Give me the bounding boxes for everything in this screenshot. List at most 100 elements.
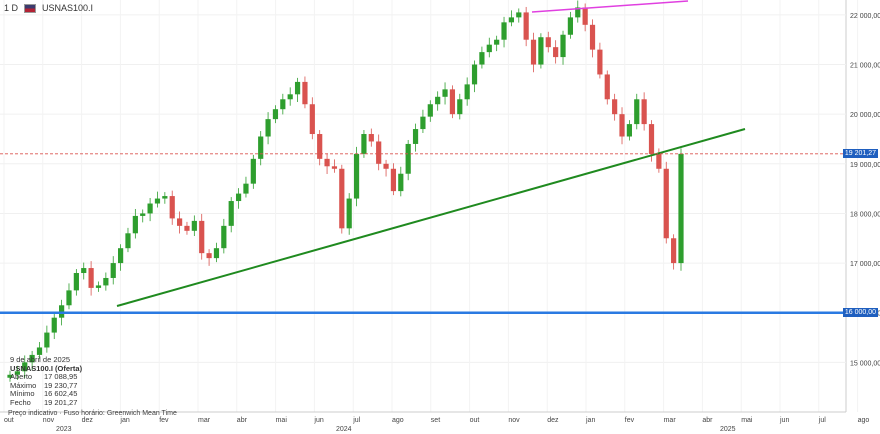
candle-body <box>656 153 662 169</box>
candle-body <box>516 12 522 18</box>
x-tick-label: dez <box>547 417 559 424</box>
candle-body <box>567 17 573 35</box>
candle-body <box>162 196 168 199</box>
candle-body <box>427 104 433 117</box>
candle-body <box>235 193 242 202</box>
candle-body <box>523 12 529 40</box>
candle-body <box>324 158 330 167</box>
y-tick-label: 18 000,00 <box>850 211 880 218</box>
candle-body <box>280 99 286 110</box>
x-tick-label: nov <box>508 417 520 424</box>
candle-body <box>95 285 102 288</box>
candle-body <box>88 268 94 288</box>
candle-body <box>176 218 183 226</box>
candle-body <box>619 114 625 137</box>
x-tick-label: fev <box>159 417 169 424</box>
candle-body <box>390 168 397 192</box>
x-year-label: 2023 <box>56 426 72 433</box>
candle-body <box>346 198 352 229</box>
x-tick-label: jan <box>585 417 595 424</box>
candle-body <box>309 104 315 135</box>
trendline-support[interactable] <box>116 128 746 307</box>
candle-body <box>22 362 28 372</box>
candle-body <box>494 39 500 45</box>
y-tick-label: 17 000,00 <box>850 261 880 268</box>
candle-body <box>604 74 610 100</box>
candle-body <box>199 220 205 254</box>
last-price-badge: 19 201,27 <box>842 149 878 159</box>
candle-body <box>125 233 131 249</box>
candle-body <box>66 290 72 306</box>
candle-body <box>405 143 411 174</box>
candle-body <box>464 84 470 100</box>
info-row-low: Mínimo 16 602,45 <box>10 389 78 399</box>
x-tick-label: mai <box>741 417 753 424</box>
candle-body <box>302 81 308 105</box>
trendline-resistance[interactable] <box>531 0 689 13</box>
candle-body <box>118 248 124 264</box>
candle-body <box>73 273 79 291</box>
candle-body <box>398 173 404 192</box>
chart-grid <box>0 0 859 412</box>
candle-body <box>663 168 669 239</box>
candle-body <box>597 49 603 75</box>
candle-body <box>671 238 677 264</box>
candle-body <box>81 268 87 274</box>
candle-body <box>110 263 116 278</box>
y-tick-label: 19 000,00 <box>850 162 880 169</box>
candle-body <box>471 64 478 85</box>
x-tick-label: jul <box>818 417 826 424</box>
candle-body <box>626 124 632 137</box>
x-tick-label: set <box>431 417 440 424</box>
x-tick-label: out <box>4 417 14 424</box>
candle-body <box>287 94 293 100</box>
info-title: USNAS100.I (Oferta) <box>10 363 83 373</box>
candle-body <box>339 168 345 229</box>
candle-body <box>553 47 559 58</box>
candle-body <box>449 89 456 115</box>
candle-body <box>501 22 507 40</box>
candle-body <box>243 183 249 194</box>
candle-body <box>442 89 448 97</box>
x-year-label: 2025 <box>720 426 736 433</box>
candle-body <box>457 99 463 115</box>
x-tick-label: out <box>470 417 480 424</box>
x-axis: out nov dez jan fev mar abr mai jun jul ago set out n… <box>0 411 870 433</box>
candle-body <box>420 116 426 130</box>
x-tick-label: ago <box>858 417 870 424</box>
timeframe-label[interactable]: 1 D <box>4 3 19 13</box>
x-tick-label: jun <box>779 417 789 424</box>
candlestick-series <box>7 0 684 382</box>
candle-body <box>132 215 138 234</box>
x-tick-label: ago <box>392 417 404 424</box>
x-tick-label: abr <box>702 417 713 424</box>
candle-body <box>678 153 684 264</box>
candle-body <box>508 17 515 23</box>
info-row-high: Máximo 19 230,77 <box>10 380 78 390</box>
candle-body <box>589 24 596 50</box>
candle-body <box>648 124 655 154</box>
candle-body <box>184 225 190 231</box>
x-tick-label: dez <box>82 417 94 424</box>
candle-body <box>560 34 566 58</box>
candle-body <box>250 158 256 184</box>
candle-body <box>412 129 419 144</box>
x-tick-label: jul <box>352 417 360 424</box>
x-tick-label: jun <box>313 417 323 424</box>
candle-body <box>7 374 13 378</box>
candle-body <box>486 44 492 53</box>
x-tick-label: mar <box>664 417 677 424</box>
candle-body <box>206 253 212 259</box>
candle-body <box>368 134 374 142</box>
candle-body <box>154 198 161 204</box>
candle-body <box>582 7 588 25</box>
x-tick-label: mar <box>198 417 211 424</box>
candle-body <box>191 220 197 231</box>
level-badge: 16 000,00 <box>842 308 878 318</box>
info-row-open: Aberto 17 088,95 <box>10 372 78 382</box>
symbol-label[interactable]: USNAS100.I <box>42 3 94 13</box>
info-row-close: Fecho 19 201,27 <box>10 397 78 407</box>
candle-body <box>213 248 220 259</box>
candle-body <box>140 213 146 216</box>
